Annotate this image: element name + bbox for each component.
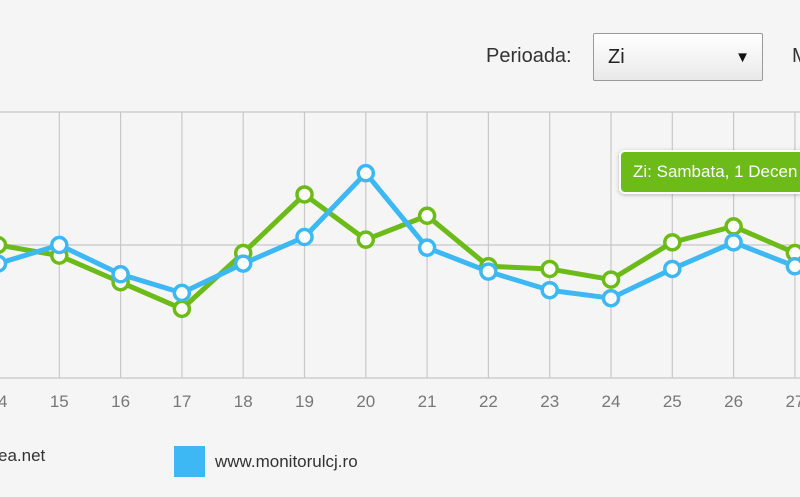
series-1-point[interactable] — [785, 257, 800, 276]
x-tick-label: 25 — [663, 392, 682, 411]
period-select-value: Zi — [608, 45, 625, 68]
series-1-point[interactable] — [601, 288, 621, 308]
x-tick-label: 15 — [50, 392, 69, 411]
x-tick-label: 16 — [111, 392, 130, 411]
series-0-point[interactable] — [295, 185, 314, 204]
x-tick-label: 19 — [295, 392, 314, 411]
series-1-point[interactable] — [663, 259, 682, 279]
period-select[interactable]: Zi ▼ — [593, 33, 763, 81]
x-tick-label: 23 — [540, 392, 559, 411]
dropdown-arrow-icon: ▼ — [735, 48, 750, 66]
x-tick-label: 22 — [479, 392, 498, 411]
series-0-point[interactable] — [417, 206, 437, 225]
series-0-point[interactable] — [724, 217, 743, 236]
series-1-point[interactable] — [233, 254, 253, 273]
series-0-point[interactable] — [601, 270, 621, 289]
series-1-point[interactable] — [540, 280, 559, 300]
legend-label-blue: www.monitorulcj.ro — [215, 451, 358, 471]
legend-label-green: ea.net — [0, 446, 46, 465]
chart-series — [0, 163, 800, 319]
series-0-point[interactable] — [172, 299, 192, 319]
series-line-0 — [0, 191, 796, 312]
series-1-point[interactable] — [172, 283, 192, 303]
series-1-point[interactable] — [111, 265, 130, 284]
series-0-point[interactable] — [540, 259, 559, 279]
x-tick-label: 14 — [0, 392, 7, 411]
series-1-point[interactable] — [479, 262, 498, 281]
legend-item-green[interactable]: ea.net — [0, 446, 45, 466]
chart-tooltip: Zi: Sambata, 1 Decen — [619, 150, 800, 194]
x-tick-label: 18 — [234, 392, 253, 411]
series-line-1 — [0, 170, 796, 301]
series-1-point[interactable] — [724, 233, 743, 252]
x-tick-label: 27 — [785, 392, 800, 411]
series-1-point[interactable] — [356, 163, 376, 183]
truncated-label: M — [792, 45, 800, 68]
period-label: Perioada: — [486, 45, 572, 67]
x-tick-label: 21 — [418, 392, 437, 411]
series-0-point[interactable] — [0, 235, 8, 255]
legend-swatch-blue — [174, 446, 205, 477]
x-tick-label: 20 — [356, 392, 375, 411]
x-tick-label: 26 — [724, 392, 743, 411]
x-tick-label: 24 — [602, 392, 621, 411]
series-1-point[interactable] — [0, 254, 8, 273]
series-1-point[interactable] — [50, 235, 69, 255]
x-axis-labels: 14 15 16 17 18 19 20 21 22 23 24 25 26 27 — [0, 392, 800, 411]
series-1-point[interactable] — [295, 227, 314, 247]
series-0-point[interactable] — [663, 233, 682, 252]
series-1-point[interactable] — [417, 238, 437, 257]
x-tick-label: 17 — [172, 392, 191, 411]
legend-item-blue[interactable]: www.monitorulcj.ro — [174, 446, 358, 477]
series-0-point[interactable] — [356, 230, 376, 249]
